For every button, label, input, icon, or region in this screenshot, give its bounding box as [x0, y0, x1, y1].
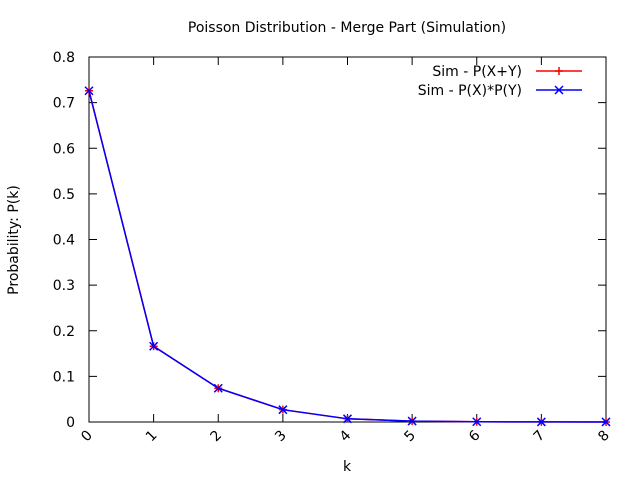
chart-title: Poisson Distribution - Merge Part (Simul…	[188, 20, 506, 36]
data-point-cross	[84, 86, 94, 96]
x-axis-label: k	[343, 459, 352, 475]
y-tick-label: 0.2	[53, 324, 75, 340]
data-point-cross	[342, 414, 353, 424]
data-point-cross	[554, 85, 564, 95]
x-tick-label: 7	[531, 428, 549, 446]
data-point-cross	[407, 416, 417, 426]
data-point-cross	[536, 417, 546, 427]
plot-frame	[88, 56, 607, 423]
data-point-cross	[149, 341, 159, 351]
legend-label: Sim - P(X+Y)	[432, 64, 522, 80]
series-line	[88, 90, 607, 423]
y-tick-label: 0	[66, 415, 75, 431]
x-tick-label: 5	[401, 428, 419, 446]
x-tick-label: 1	[143, 428, 161, 446]
x-tick-label: 4	[337, 427, 355, 445]
y-axis-ticks: 0 0.1 0.2 0.3 0.4 0.5 0.6 0.7 0.8	[53, 50, 606, 431]
data-point-cross	[601, 417, 611, 427]
y-tick-label: 0.6	[53, 141, 75, 157]
series-layer	[84, 86, 611, 427]
legend: Sim - P(X+Y) Sim - P(X)*P(Y)	[418, 64, 582, 99]
x-tick-label: 3	[272, 428, 290, 446]
x-tick-label: 0	[78, 428, 96, 446]
x-tick-label: 6	[466, 427, 484, 445]
x-tick-label: 2	[207, 428, 225, 446]
x-axis-ticks: 0 1 2 3 4 5 6 7 8	[78, 57, 613, 445]
x-tick-label: 8	[595, 428, 613, 446]
series-1	[85, 86, 610, 426]
data-point-cross	[213, 383, 223, 393]
plot-border	[88, 56, 607, 423]
y-tick-label: 0.8	[53, 50, 75, 66]
y-tick-label: 0.3	[53, 278, 75, 294]
series-2	[84, 86, 611, 427]
y-tick-label: 0.4	[53, 233, 75, 249]
data-point-plus	[555, 67, 563, 75]
y-tick-label: 0.7	[53, 96, 75, 112]
data-point-cross	[278, 405, 288, 415]
series-line	[88, 90, 607, 423]
data-point-cross	[472, 417, 482, 427]
legend-label: Sim - P(X)*P(Y)	[418, 83, 522, 99]
y-axis-label: Probability: P(k)	[6, 185, 22, 295]
y-tick-label: 0.5	[53, 187, 75, 203]
y-tick-label: 0.1	[53, 369, 75, 385]
